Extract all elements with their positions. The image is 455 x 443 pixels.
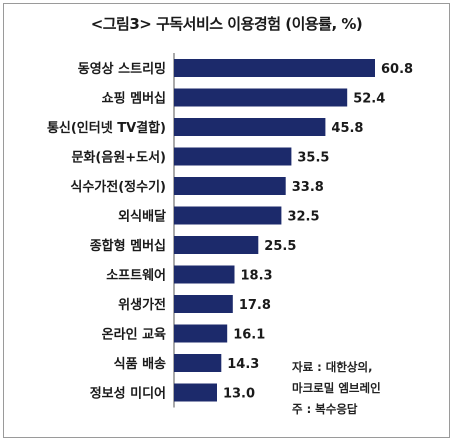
category-label-4: 문화(음원+도서) xyxy=(71,150,166,166)
bar-1 xyxy=(174,59,375,77)
value-label-2: 52.4 xyxy=(353,92,385,107)
bar-8 xyxy=(174,265,235,284)
value-label-3: 45.8 xyxy=(331,121,363,136)
category-label-2: 쇼핑 멤버십 xyxy=(102,91,166,107)
bar-10 xyxy=(174,324,228,343)
value-label-7: 25.5 xyxy=(264,239,296,254)
bar-4 xyxy=(174,147,292,166)
category-label-1: 동영상 스트리밍 xyxy=(78,61,166,77)
value-label-11: 14.3 xyxy=(227,357,259,372)
value-label-9: 17.8 xyxy=(239,298,271,313)
category-label-3: 통신(인터넷 TV결합) xyxy=(47,120,166,136)
bar-12 xyxy=(174,383,217,402)
bar-2 xyxy=(174,88,348,107)
source-line-2: 마크로밀 엠브레인 xyxy=(292,381,381,395)
bar-11 xyxy=(174,354,222,372)
bar-7 xyxy=(174,236,259,254)
category-label-8: 소프트웨어 xyxy=(106,268,166,284)
category-label-7: 종합형 멤버십 xyxy=(90,238,166,254)
value-label-10: 16.1 xyxy=(233,328,265,343)
value-label-6: 32.5 xyxy=(287,210,319,225)
category-label-11: 식품 배송 xyxy=(114,356,166,372)
category-label-6: 외식배달 xyxy=(118,209,166,225)
bar-6 xyxy=(174,206,282,225)
value-label-5: 33.8 xyxy=(292,180,324,195)
category-label-12: 정보성 미디어 xyxy=(90,386,166,402)
bar-5 xyxy=(174,177,286,195)
chart-title: <그림3> 구독서비스 이용경험 (이용률, %) xyxy=(90,15,363,33)
category-label-5: 식수가전(정수기) xyxy=(70,179,166,195)
value-label-1: 60.8 xyxy=(381,62,413,77)
value-label-12: 13.0 xyxy=(223,387,255,402)
value-label-8: 18.3 xyxy=(240,269,272,284)
bar-3 xyxy=(174,118,326,136)
value-label-4: 35.5 xyxy=(297,151,329,166)
source-line-3: 주 : 복수응답 xyxy=(292,402,358,416)
source-line-1: 자료 : 대한상의, xyxy=(292,360,373,374)
source-note: 자료 : 대한상의, 마크로밀 엠브레인 주 : 복수응답 xyxy=(292,357,381,420)
bar-9 xyxy=(174,295,233,313)
category-label-10: 온라인 교육 xyxy=(102,327,166,343)
category-label-9: 위생가전 xyxy=(118,297,166,313)
